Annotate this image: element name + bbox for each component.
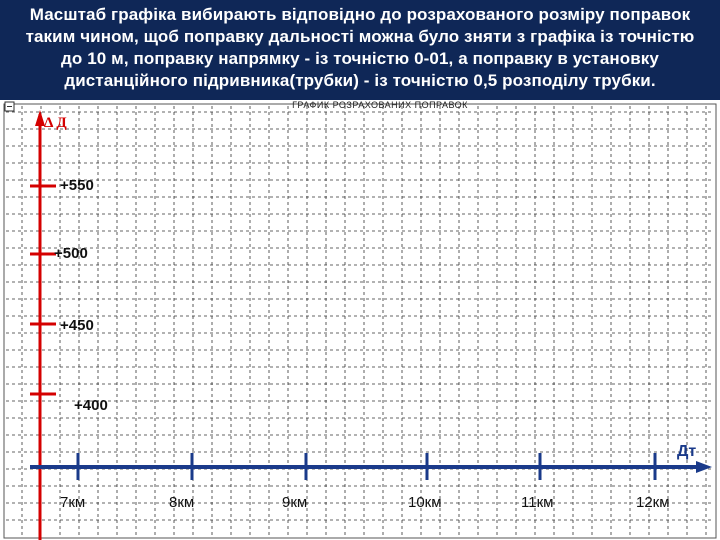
y-tick-label-400: +400 [74, 397, 108, 414]
x-axis-label: Дт [677, 443, 696, 460]
graph-area: ГРАФИК РОЗРАХОВАНИХ ПОПРАВОК Δ Д +550 +5… [0, 100, 720, 540]
y-tick-label-450: +450 [60, 317, 94, 334]
y-axis-arrow [35, 110, 45, 126]
x-tick-label-7: 7км [60, 494, 85, 511]
header-line-2: таким чином, щоб поправку дальності можн… [25, 27, 695, 46]
x-axis-arrow [696, 461, 712, 473]
graph-frame [3, 103, 717, 539]
graph-svg: ГРАФИК РОЗРАХОВАНИХ ПОПРАВОК Δ Д +550 +5… [3, 100, 717, 540]
y-axis-label: Δ Д [44, 115, 67, 131]
x-tick-label-8: 8км [169, 494, 194, 511]
y-tick-label-500: +500 [54, 245, 88, 262]
header-line-1: Масштаб графіка вибирають відповідно до … [29, 5, 691, 24]
x-tick-label-9: 9км [282, 494, 307, 511]
x-tick-label-10: 10км [408, 494, 442, 511]
header-banner: Масштаб графіка вибирають відповідно до … [0, 0, 720, 100]
header-line-4: дистанційного підривника(трубки) - із то… [64, 71, 656, 90]
graph-title: ГРАФИК РОЗРАХОВАНИХ ПОПРАВОК [292, 100, 468, 110]
y-tick-label-550: +550 [60, 177, 94, 194]
x-tick-label-11: 11км [521, 494, 553, 511]
x-tick-label-12: 12км [636, 494, 670, 511]
grid [6, 106, 714, 538]
header-line-3: до 10 м, поправку напрямку - із точністю… [61, 49, 659, 68]
